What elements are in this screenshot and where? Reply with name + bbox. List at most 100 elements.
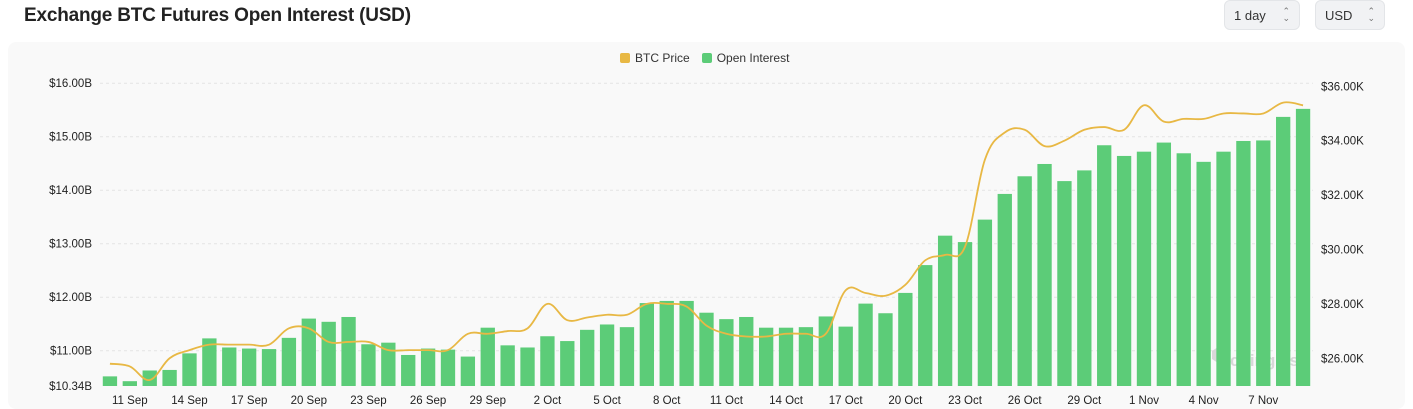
y-left-tick-label: $14.00B (49, 185, 92, 197)
x-tick-label: 23 Oct (948, 395, 983, 407)
x-tick-label: 4 Nov (1189, 395, 1219, 407)
x-tick-label: 29 Sep (470, 395, 506, 407)
y-left-tick-label: $15.00B (49, 132, 92, 144)
y-left-tick-label: $12.00B (49, 292, 92, 304)
bar-open-interest (1295, 108, 1311, 387)
x-tick-label: 11 Oct (710, 395, 744, 407)
bar-open-interest (281, 337, 297, 386)
x-tick-label: 7 Nov (1248, 395, 1278, 407)
bar-open-interest (361, 344, 376, 386)
bar-open-interest (540, 336, 555, 386)
bar-open-interest (878, 313, 893, 386)
bar-open-interest (420, 348, 436, 386)
chevron-updown-icon: ⌃ ⌄ (1282, 6, 1290, 23)
interval-select[interactable]: 1 day ⌃ ⌄ (1224, 0, 1300, 30)
y-right-tick-label: $32.00K (1321, 190, 1364, 202)
bar-open-interest (619, 327, 635, 386)
legend-item-btc-price[interactable]: BTC Price (620, 51, 690, 65)
bar-open-interest (719, 319, 734, 386)
bar-open-interest (1136, 151, 1152, 386)
bar-open-interest (1097, 145, 1112, 386)
bar-open-interest (977, 219, 993, 386)
x-tick-label: 20 Sep (291, 395, 327, 407)
y-right-tick-label: $36.00K (1321, 81, 1364, 93)
bar-open-interest (182, 353, 197, 386)
x-tick-label: 26 Sep (410, 395, 446, 407)
x-tick-label: 20 Oct (888, 395, 923, 407)
bar-open-interest (1037, 163, 1052, 386)
bar-open-interest (1017, 176, 1032, 386)
y-right-tick-label: $26.00K (1321, 353, 1364, 365)
y-left-tick-label: $16.00B (49, 78, 92, 90)
y-right-tick-label: $30.00K (1321, 244, 1364, 256)
currency-value: USD (1325, 7, 1353, 23)
bar-open-interest (699, 312, 714, 386)
bar-open-interest (739, 316, 754, 386)
bar-open-interest (1276, 116, 1291, 387)
bar-open-interest (222, 347, 237, 386)
bar-open-interest (1176, 153, 1191, 386)
bar-open-interest (440, 349, 456, 386)
x-tick-label: 5 Oct (593, 395, 621, 407)
bar-open-interest (1216, 151, 1231, 386)
bar-open-interest (1057, 181, 1072, 386)
bar-open-interest (580, 329, 595, 386)
bar-open-interest (162, 369, 177, 386)
bar-open-interest (1077, 170, 1092, 386)
bar-open-interest (957, 242, 973, 386)
bar-open-interest (599, 324, 615, 386)
x-tick-label: 23 Sep (350, 395, 386, 407)
legend-item-open-interest[interactable]: Open Interest (701, 51, 790, 65)
legend-label-open-interest: Open Interest (716, 51, 790, 65)
bar-open-interest (381, 342, 396, 386)
bar-open-interest (460, 356, 476, 386)
x-tick-label: 2 Oct (534, 395, 562, 407)
series-line-btc-price (109, 101, 1304, 381)
legend-swatch-btc-price (620, 53, 630, 63)
bar-open-interest (838, 326, 853, 386)
bar-open-interest (202, 338, 217, 386)
currency-select[interactable]: USD ⌃ ⌄ (1315, 0, 1385, 30)
bar-open-interest (659, 300, 674, 386)
bar-open-interest (122, 381, 137, 386)
bar-open-interest (341, 316, 356, 386)
y-left-tick-label: $13.00B (49, 239, 92, 251)
y-right-tick-label: $28.00K (1321, 299, 1364, 311)
legend-label-btc-price: BTC Price (635, 51, 690, 65)
bar-open-interest (301, 318, 316, 386)
bar-open-interest (480, 327, 495, 386)
x-tick-label: 26 Oct (1008, 395, 1043, 407)
x-tick-label: 8 Oct (653, 395, 681, 407)
y-right-tick-label: $34.00K (1321, 136, 1364, 148)
bar-open-interest (520, 347, 535, 386)
bar-open-interest (858, 303, 873, 386)
bar-open-interest (1236, 140, 1251, 386)
bar-open-interest (1196, 161, 1211, 386)
bar-open-interest (778, 327, 794, 386)
bar-open-interest (321, 321, 336, 386)
interval-value: 1 day (1234, 7, 1266, 23)
bar-open-interest (679, 300, 694, 386)
x-tick-label: 17 Sep (231, 395, 267, 407)
bar-open-interest (997, 193, 1012, 386)
bar-open-interest (102, 376, 118, 386)
bar-open-interest (818, 316, 833, 386)
bar-open-interest (142, 370, 157, 386)
bar-open-interest (1256, 140, 1271, 386)
bar-open-interest (1116, 155, 1132, 386)
bar-open-interest (798, 327, 814, 386)
page-title: Exchange BTC Futures Open Interest (USD) (24, 5, 411, 26)
bar-open-interest (560, 341, 575, 386)
bar-open-interest (639, 303, 655, 386)
y-left-tick-label: $11.00B (50, 346, 92, 358)
legend-swatch-open-interest (701, 53, 712, 63)
bar-open-interest (1156, 142, 1172, 386)
x-tick-label: 17 Oct (829, 395, 864, 407)
bar-open-interest (937, 235, 953, 386)
x-tick-label: 11 Sep (112, 395, 148, 407)
x-tick-label: 14 Sep (171, 395, 207, 407)
bar-open-interest (500, 345, 515, 386)
bar-open-interest (758, 327, 774, 386)
bar-open-interest (241, 348, 257, 386)
